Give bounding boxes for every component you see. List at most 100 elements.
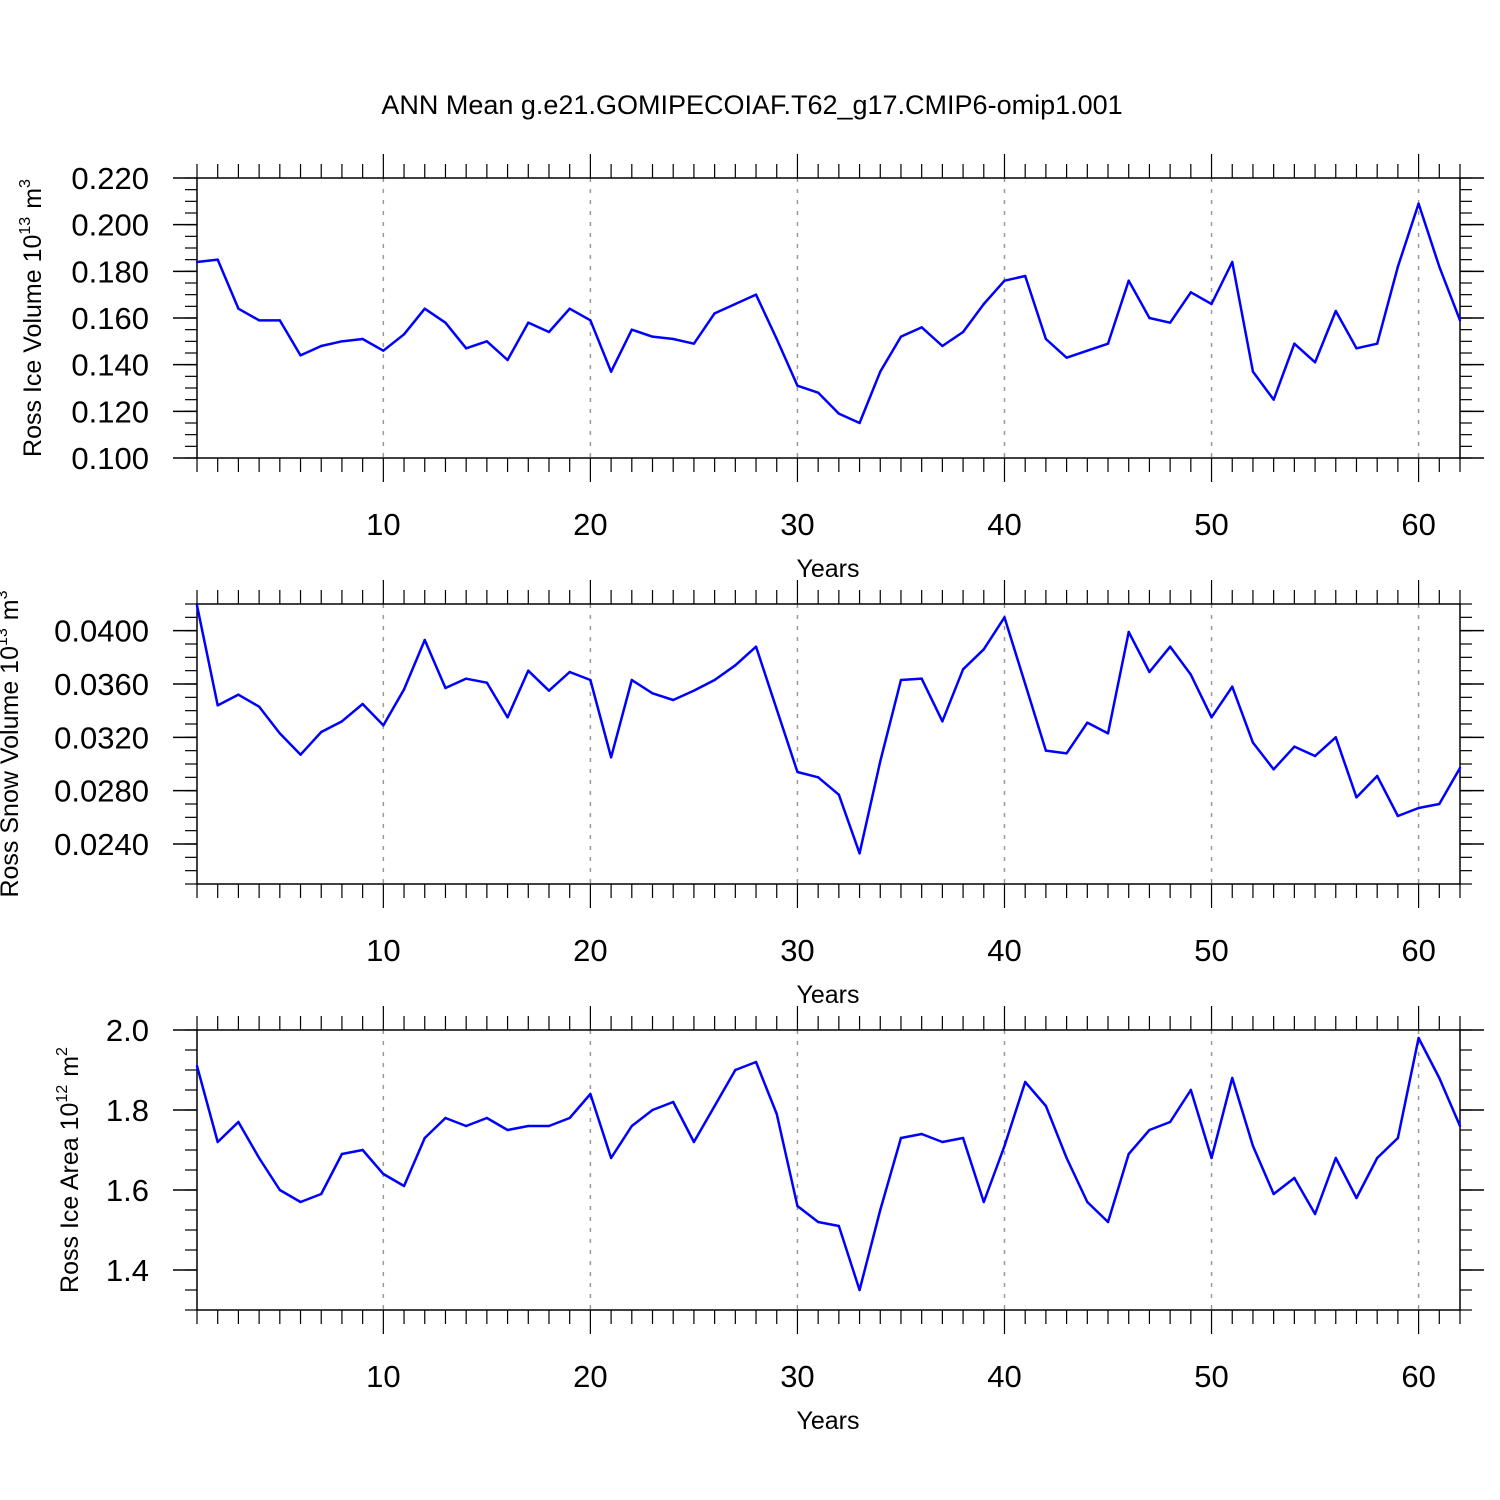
data-point [672,698,675,702]
y-tick-label: 2.0 [106,1013,149,1048]
y-tick-label: 0.0280 [54,774,149,809]
data-point [1023,1080,1027,1084]
data-point [1293,745,1296,748]
data-point [216,258,219,261]
data-point [713,312,716,315]
data-point [1272,768,1275,771]
y-tick-label: 0.0400 [54,614,149,649]
data-point [1251,741,1255,744]
y-tick-label: 1.8 [106,1093,149,1128]
data-point [278,319,282,322]
data-point [527,669,530,672]
data-point [1313,361,1317,364]
y-axis-label-text: Ross Ice Area 10 [56,1103,84,1293]
data-point [630,1124,634,1128]
data-point [382,349,385,352]
y-tick-label: 0.100 [71,441,149,476]
data-point [858,852,861,855]
data-point [1313,754,1317,758]
data-point [796,384,799,387]
data-point [899,678,903,682]
data-point [1086,1200,1089,1204]
data-point [982,302,985,306]
data-point [879,1208,882,1212]
data-point [1272,398,1275,401]
data-point [382,724,385,727]
data-point [1438,1076,1441,1080]
data-point [651,692,654,695]
data-point [547,1124,551,1128]
x-tick-label: 50 [1194,933,1228,968]
series-line [195,1036,1462,1292]
data-point [257,319,261,322]
data-point [1251,370,1255,373]
data-point [713,678,716,682]
data-point [692,1140,696,1144]
data-point [1458,766,1462,770]
data-point [320,730,323,734]
data-point [941,720,944,723]
x-tick-label: 60 [1401,507,1435,542]
y-axis-label: Ross Snow Volume 1013 m3 [0,590,24,897]
data-point [1210,302,1213,306]
y-axis-label-unit-exponent: 3 [17,179,34,188]
x-axis-label: Years [796,981,859,1009]
data-point [754,1060,758,1064]
data-point [796,1204,799,1208]
data-point [589,678,592,682]
data-point [1106,732,1110,735]
data-point [278,732,282,735]
data-point [1334,309,1337,313]
series-line [195,605,1462,855]
data-point [1065,1156,1068,1160]
data-point [547,689,551,692]
data-point [651,335,654,338]
data-point [402,333,406,336]
data-point [816,391,820,394]
chart-panel-1: 0.100 0.120 0.140 0.160 0.180 0.200 0.220 10 20 3… [17,154,1484,583]
data-point [941,1140,944,1144]
series-line [196,202,1462,425]
data-point [1023,274,1027,278]
data-point [1210,716,1213,719]
data-point [361,337,364,341]
data-point [837,1224,841,1228]
data-point [1044,337,1048,341]
data-point [382,1172,385,1176]
data-point [485,1116,489,1120]
x-tick-label: 60 [1401,1359,1435,1394]
data-point [527,1124,530,1128]
data-point [444,321,447,324]
y-tick-label: 0.220 [71,161,149,196]
data-point [1127,630,1130,634]
data-point [609,756,613,759]
data-point [1417,806,1420,810]
data-point [1438,265,1441,268]
data-point [1272,1192,1275,1196]
data-point [796,770,799,774]
data-point [464,1124,468,1128]
data-point [920,1132,923,1136]
x-tick-label: 50 [1194,1359,1228,1394]
data-point [485,340,489,343]
data-point [754,645,758,648]
data-point [1086,721,1089,724]
data-point [1313,1212,1317,1216]
data-point [568,1116,571,1120]
data-point [340,340,344,343]
y-tick-label: 0.180 [71,254,149,289]
data-point [1375,342,1379,345]
data-point [216,1140,219,1144]
data-point [423,307,426,310]
data-point [299,753,302,756]
data-point [609,370,613,373]
data-point [858,421,861,425]
data-point [982,1200,985,1204]
x-tick-label: 10 [366,507,400,542]
data-point [1106,1220,1110,1224]
data-point [961,1136,965,1140]
x-tick-label: 30 [780,507,814,542]
y-tick-label: 1.4 [106,1253,149,1288]
data-point [257,705,261,708]
